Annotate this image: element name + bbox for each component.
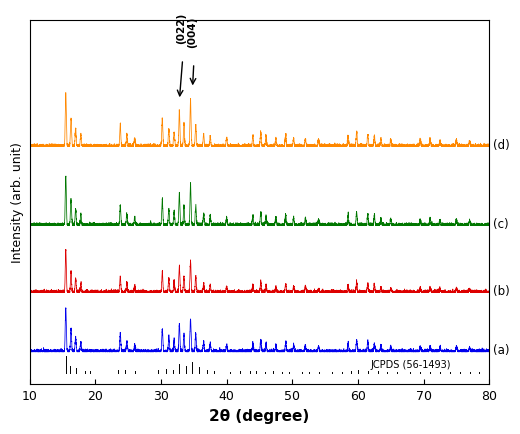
Text: JCPDS (56-1493): JCPDS (56-1493) — [370, 359, 451, 369]
Text: (d): (d) — [492, 138, 509, 151]
Text: (004): (004) — [188, 17, 198, 48]
Text: (022): (022) — [176, 13, 186, 44]
Y-axis label: Intensity (arb. unit): Intensity (arb. unit) — [11, 142, 24, 263]
Text: (c): (c) — [492, 217, 508, 230]
X-axis label: 2θ (degree): 2θ (degree) — [210, 408, 309, 423]
Text: (b): (b) — [492, 284, 509, 297]
Text: (a): (a) — [492, 343, 509, 356]
